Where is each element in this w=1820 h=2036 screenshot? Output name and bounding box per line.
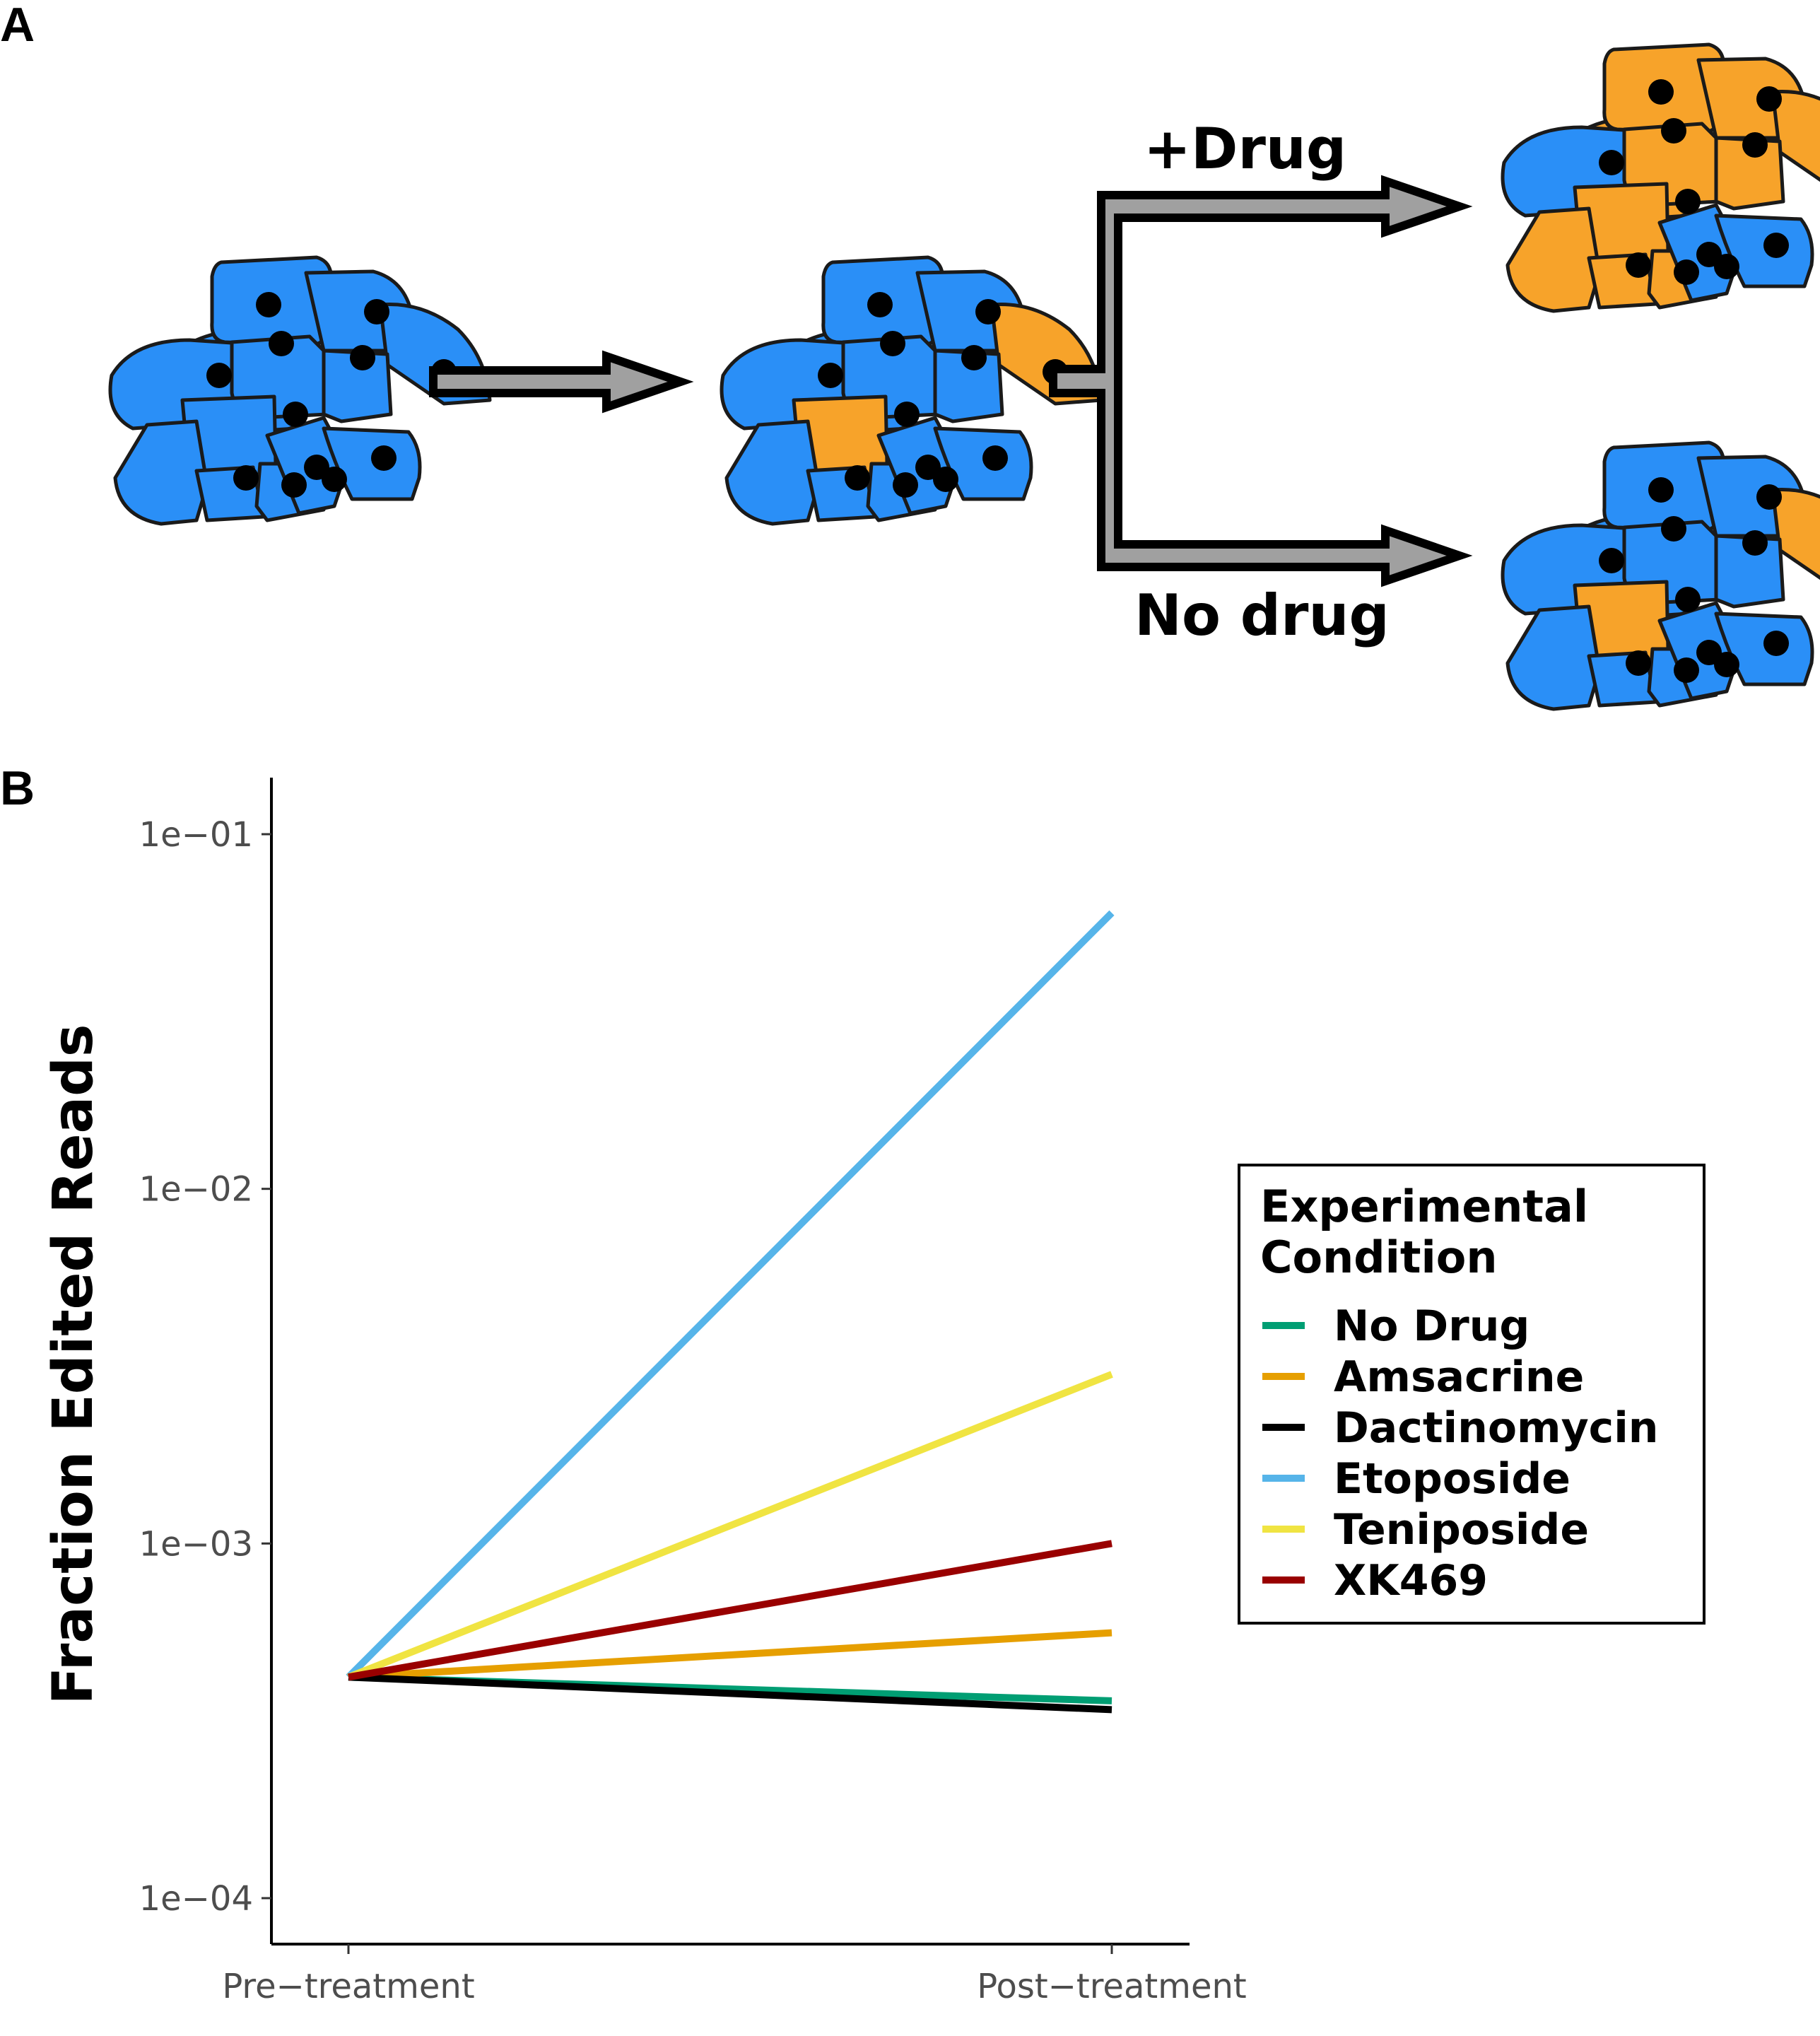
unedited-cell: [1714, 612, 1814, 686]
cluster-drug: [1501, 42, 1820, 313]
cell-nucleus: [961, 345, 987, 370]
series-line-etoposide: [346, 910, 1115, 1680]
series-line-teniposide: [347, 1371, 1113, 1680]
x-tick-label: Pre−treatment: [222, 1967, 474, 2006]
cell-nucleus: [894, 402, 920, 427]
cell-nucleus: [1599, 150, 1624, 175]
cell-nucleus: [256, 292, 281, 317]
series-line-dactinomycin: [348, 1673, 1112, 1714]
y-axis-title: Fraction Edited Reads: [42, 1024, 105, 1705]
unedited-cell: [322, 349, 393, 423]
legend-label: Amsacrine: [1334, 1352, 1584, 1402]
edited-cell: [1771, 89, 1820, 182]
panel-a: [108, 42, 1820, 711]
cell-nucleus: [1626, 650, 1651, 676]
cell-nucleus: [1763, 233, 1789, 258]
edited-cell: [1505, 206, 1602, 313]
drug-branch-label: +Drug: [1144, 116, 1346, 182]
cell-nucleus: [1626, 252, 1651, 278]
panel-b: 1e−04 1e−03 1e−02 1e−01 Pre−treatment Post−tr…: [139, 778, 1247, 2006]
cell-nucleus: [893, 472, 918, 498]
cell-nucleus: [1661, 118, 1686, 144]
cell-nucleus: [1714, 652, 1739, 677]
cluster-initial: [108, 255, 492, 526]
edited-cell: [1771, 487, 1820, 580]
cell-nucleus: [1763, 631, 1789, 656]
legend-label: No Drug: [1334, 1301, 1530, 1351]
series-line-amsacrine: [348, 1629, 1112, 1681]
cell-nucleus: [1648, 477, 1674, 503]
panel-a-label: A: [0, 0, 35, 52]
cell-nucleus: [364, 299, 389, 324]
cell-nucleus: [1674, 259, 1699, 285]
cell-nucleus: [1714, 254, 1739, 279]
cell-nucleus: [1674, 657, 1699, 683]
legend-title-line-2: Condition: [1260, 1231, 1498, 1283]
legend-title-line-1: Experimental: [1260, 1181, 1588, 1232]
cell-nucleus: [371, 445, 397, 471]
cell-nucleus: [350, 345, 375, 370]
panel-b-label: B: [0, 761, 35, 815]
y-tick-label: 1e−01: [139, 815, 253, 855]
cell-nucleus: [283, 402, 308, 427]
y-tick-label: 1e−03: [139, 1524, 253, 1564]
arrow-right-icon: [429, 350, 694, 414]
cell-nucleus: [322, 467, 347, 492]
legend-box: [1238, 1164, 1705, 1625]
cell-nucleus: [845, 465, 870, 491]
branch-arrow-icon: [1049, 175, 1473, 587]
unedited-cell: [724, 419, 821, 526]
cell-nucleus: [206, 363, 232, 388]
y-tick-label: 1e−02: [139, 1170, 253, 1210]
cell-nucleus: [1661, 516, 1686, 542]
cell-nucleus: [1742, 132, 1768, 158]
unedited-cell: [322, 426, 422, 501]
cell-nucleus: [1675, 189, 1701, 214]
cell-nucleus: [880, 331, 905, 356]
cell-nucleus: [1742, 530, 1768, 556]
unedited-cell: [1505, 604, 1602, 711]
legend-label: Etoposide: [1334, 1454, 1571, 1504]
cell-nucleus: [233, 465, 259, 491]
unedited-cell: [1714, 213, 1814, 288]
no-drug-branch-label: No drug: [1134, 583, 1390, 648]
legend-label: XK469: [1334, 1556, 1488, 1605]
cell-nucleus: [1756, 484, 1782, 510]
series-line-xk469: [348, 1540, 1112, 1681]
legend-label: Dactinomycin: [1334, 1403, 1659, 1453]
cell-nucleus: [975, 299, 1001, 324]
cell-nucleus: [281, 472, 307, 498]
unedited-cell: [1714, 534, 1785, 609]
legend-label: Teniposide: [1334, 1505, 1589, 1555]
cell-nucleus: [982, 445, 1008, 471]
cell-nucleus: [867, 292, 893, 317]
unedited-cell: [113, 419, 209, 526]
cell-nucleus: [1599, 548, 1624, 573]
y-tick-label: 1e−04: [139, 1879, 253, 1919]
cell-nucleus: [818, 363, 843, 388]
edited-cell: [1714, 136, 1785, 211]
cell-nucleus: [1756, 86, 1782, 112]
cell-nucleus: [1648, 79, 1674, 105]
unedited-cell: [933, 349, 1004, 423]
cluster-edited: [720, 255, 1103, 526]
cell-nucleus: [269, 331, 294, 356]
x-tick-label: Post−treatment: [977, 1967, 1246, 2006]
cell-nucleus: [1675, 587, 1701, 612]
cluster-no-drug: [1501, 440, 1820, 711]
cell-nucleus: [933, 467, 958, 492]
unedited-cell: [933, 426, 1033, 501]
